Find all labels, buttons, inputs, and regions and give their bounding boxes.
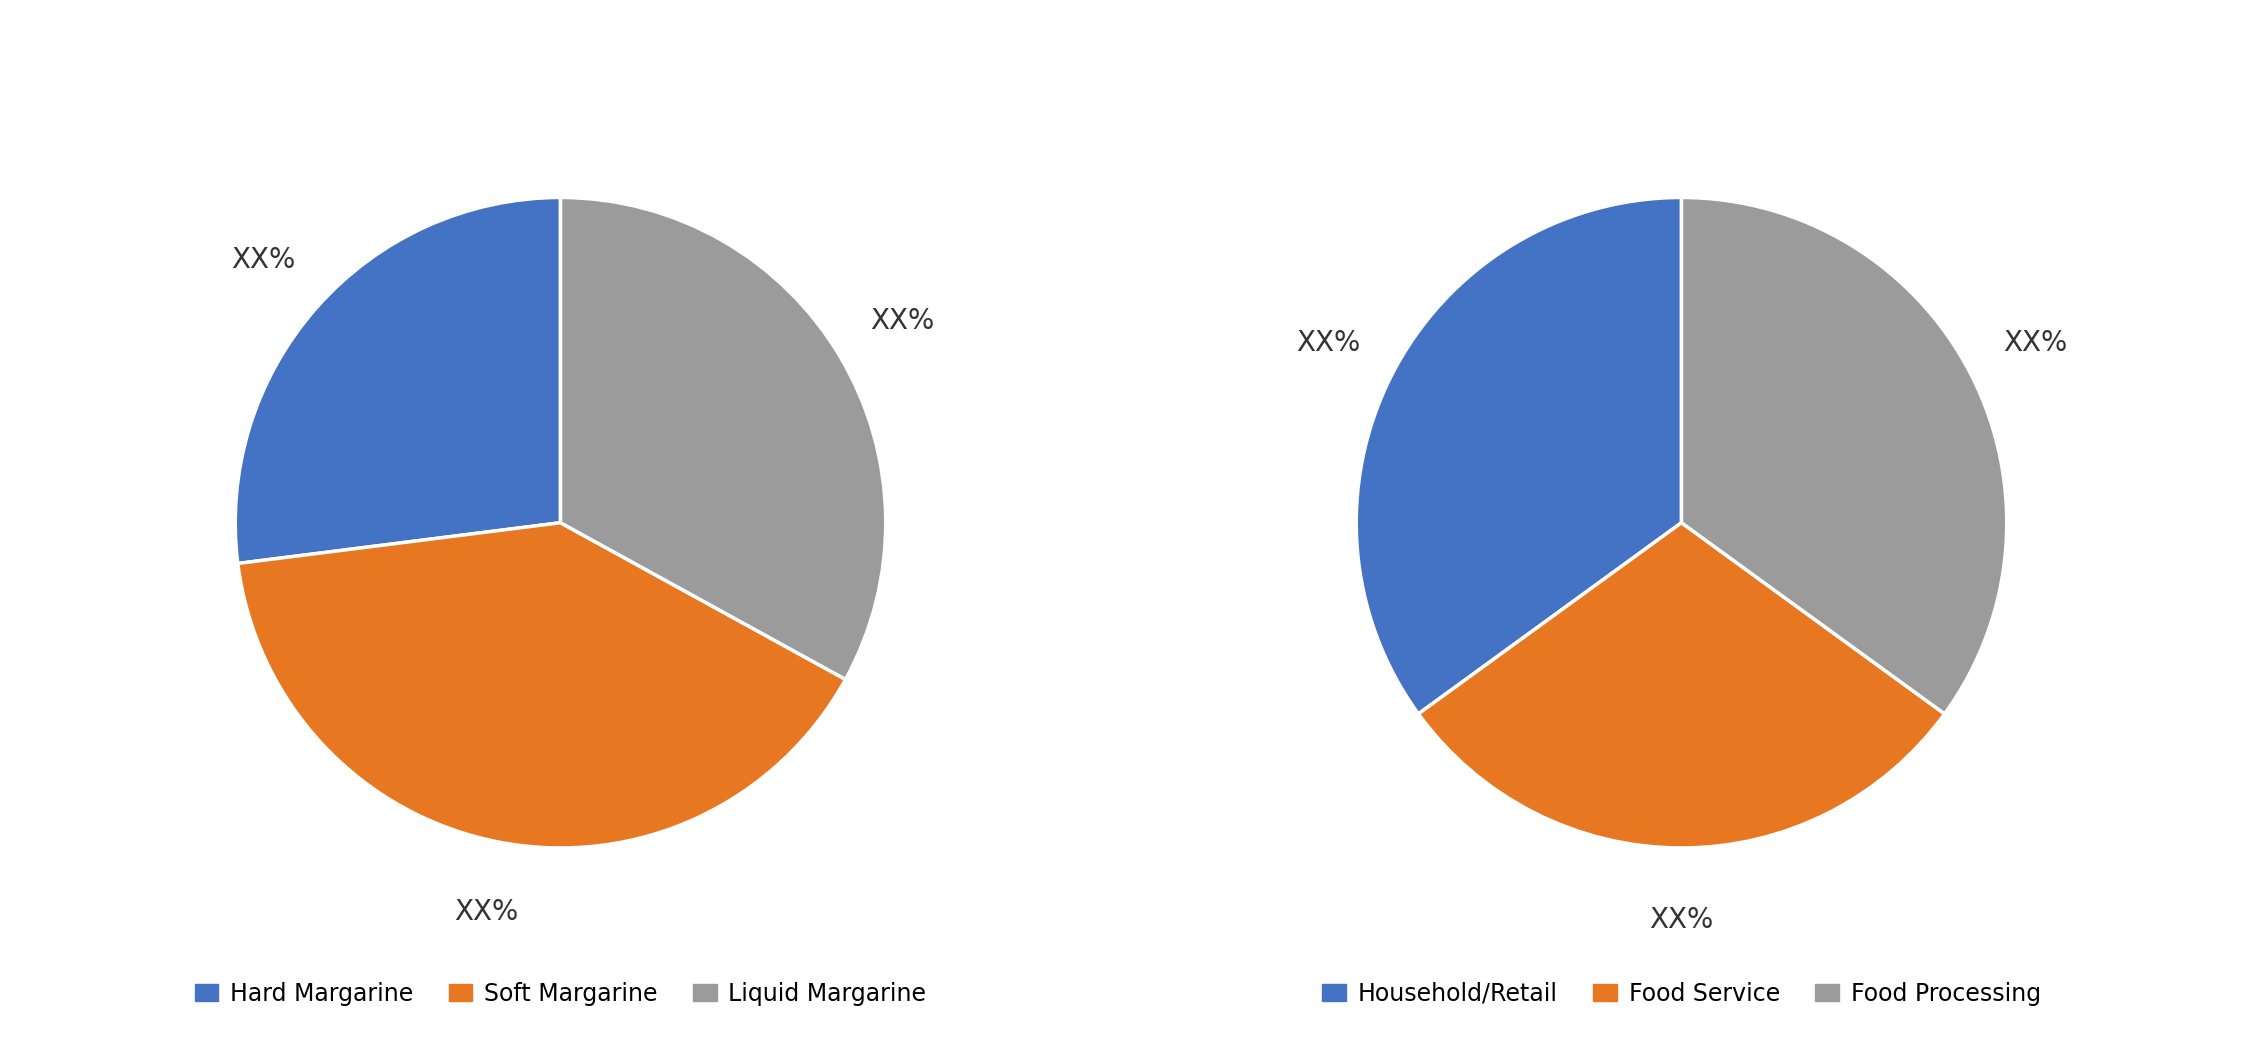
Text: Source: Theindustrystats Analysis: Source: Theindustrystats Analysis xyxy=(29,1006,484,1030)
Legend: Household/Retail, Food Service, Food Processing: Household/Retail, Food Service, Food Pro… xyxy=(1314,973,2049,1015)
Text: Fig. Global Margarine Market Share by Product Types & Application: Fig. Global Margarine Market Share by Pr… xyxy=(29,42,1247,73)
Legend: Hard Margarine, Soft Margarine, Liquid Margarine: Hard Margarine, Soft Margarine, Liquid M… xyxy=(186,973,935,1015)
Text: XX%: XX% xyxy=(455,899,518,926)
Wedge shape xyxy=(1356,197,1682,714)
Text: Email: sales@theindustrystats.com: Email: sales@theindustrystats.com xyxy=(888,1006,1354,1030)
Text: XX%: XX% xyxy=(1650,906,1713,934)
Text: XX%: XX% xyxy=(231,246,296,275)
Wedge shape xyxy=(560,197,886,679)
Text: Website: www.theindustrystats.com: Website: www.theindustrystats.com xyxy=(1729,1006,2213,1030)
Wedge shape xyxy=(235,197,560,564)
Wedge shape xyxy=(1682,197,2007,714)
Wedge shape xyxy=(1419,523,1944,848)
Text: XX%: XX% xyxy=(1296,328,1361,357)
Text: XX%: XX% xyxy=(870,306,935,335)
Wedge shape xyxy=(238,523,845,848)
Text: XX%: XX% xyxy=(2002,328,2067,357)
